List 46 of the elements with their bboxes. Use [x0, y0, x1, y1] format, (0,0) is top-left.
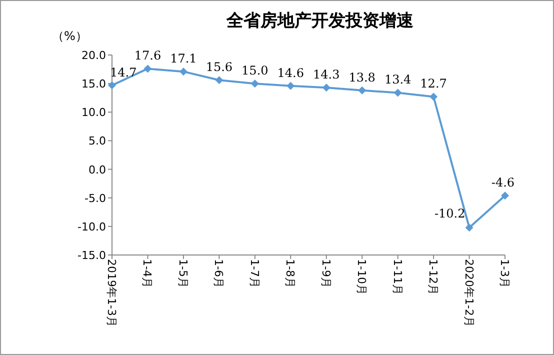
point — [358, 86, 366, 94]
x-tick-label: 1-5月 — [176, 259, 190, 288]
data-label: 14.3 — [313, 68, 340, 82]
data-label: 13.8 — [348, 70, 376, 84]
x-tick-label: 2020年1-2月 — [462, 259, 476, 327]
x-tick-label: 2019年1-3月 — [105, 259, 118, 327]
y-tick-label: 15.0 — [82, 78, 106, 91]
point — [322, 84, 330, 92]
point — [430, 92, 438, 101]
y-tick-label: 10.0 — [82, 106, 106, 120]
data-label: 12.7 — [420, 76, 447, 91]
point — [179, 68, 188, 76]
point — [108, 81, 116, 90]
y-tick-label: -15.0 — [78, 249, 106, 262]
y-tick-label: 20.0 — [82, 49, 106, 62]
data-label: 17.1 — [170, 52, 197, 66]
point — [215, 76, 224, 84]
point — [501, 192, 509, 200]
y-axis-title: （%） — [52, 29, 88, 43]
data-label: 15.6 — [206, 60, 233, 74]
x-tick-label: 1-7月 — [248, 259, 261, 288]
x-tick-label: 1-8月 — [284, 259, 297, 288]
x-tick-label: 1-9月 — [319, 259, 332, 288]
data-label: 13.4 — [384, 72, 412, 87]
y-tick-label: -10.0 — [78, 220, 106, 234]
y-tick-label: 5.0 — [88, 134, 106, 148]
point — [250, 80, 259, 88]
point — [144, 64, 152, 73]
x-tick-label: 1-12月 — [426, 259, 440, 295]
point — [286, 82, 295, 90]
y-tick-label: 0.0 — [88, 163, 106, 176]
x-tick-label: 1-3月 — [498, 259, 511, 288]
data-label: -4.6 — [491, 176, 515, 190]
y-tick-label: -5.0 — [84, 192, 106, 205]
data-label: -10.2 — [434, 206, 466, 221]
point — [465, 224, 474, 232]
chart-title: 全省房地产开发投资增速 — [226, 11, 414, 31]
x-tick-label: 1-4月 — [140, 259, 154, 288]
data-label: 17.6 — [134, 48, 162, 63]
data-label: 14.7 — [110, 65, 137, 80]
x-tick-label: 1-10月 — [355, 259, 368, 295]
data-label: 14.6 — [277, 66, 304, 80]
data-label: 15.0 — [242, 64, 268, 78]
x-tick-label: 1-11月 — [390, 259, 404, 295]
point — [394, 88, 402, 97]
x-tick-label: 1-6月 — [212, 259, 226, 288]
